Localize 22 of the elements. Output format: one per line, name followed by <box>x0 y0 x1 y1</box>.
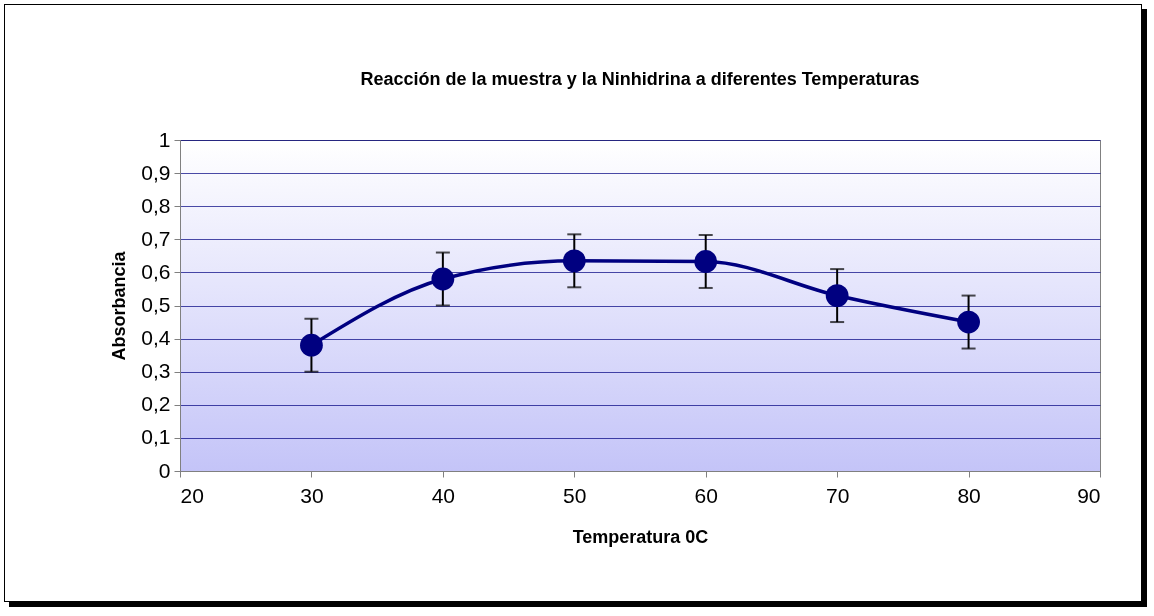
y-tick-label: 0,6 <box>141 259 171 283</box>
y-tick-label: 0,8 <box>141 193 171 217</box>
x-tick-label: 70 <box>825 483 850 507</box>
y-axis-title: Absorbancia <box>109 250 130 361</box>
x-tick-label: 60 <box>694 483 718 507</box>
x-axis-title: Temperatura 0C <box>572 526 709 547</box>
x-tick-label: 40 <box>431 483 456 507</box>
y-tick-label: 0,2 <box>141 392 171 416</box>
y-tick-label: 0,4 <box>141 326 171 350</box>
x-tick-label: 20 <box>180 483 204 507</box>
y-tick-label: 0,7 <box>141 226 171 250</box>
y-tick-label: 0,9 <box>141 160 171 184</box>
x-tick-label: 90 <box>1077 483 1101 507</box>
y-tick-label: 0,5 <box>141 293 171 316</box>
y-tick-label: 1 <box>158 127 171 151</box>
x-tick-label: 50 <box>563 483 587 507</box>
y-tick-label: 0,1 <box>141 425 171 449</box>
x-tick-label: 80 <box>957 483 981 507</box>
x-tick-label: 30 <box>300 483 324 507</box>
y-tick-label: 0 <box>158 458 171 482</box>
y-tick-label: 0,3 <box>141 359 171 383</box>
chart-title: Reacción de la muestra y la Ninhidrina a diferentes Temperaturas <box>360 69 920 89</box>
